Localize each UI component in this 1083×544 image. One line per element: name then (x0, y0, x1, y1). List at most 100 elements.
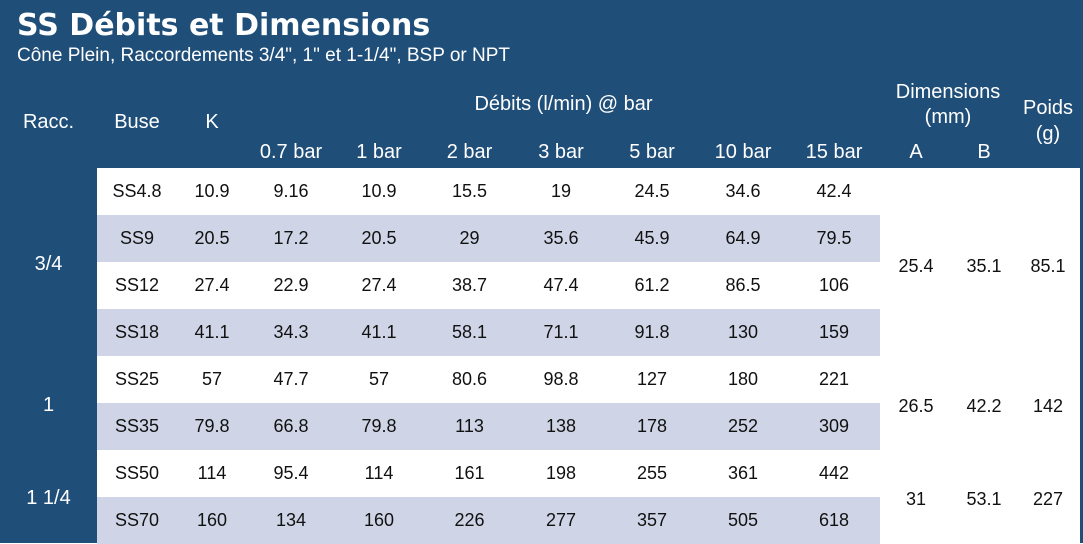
flow-0-7-cell: 17.2 (273, 228, 309, 248)
table-row: SS18 41.1 34.3 41.1 58.1 71.1 91.8 130 159 (97, 309, 880, 356)
flow-1-cell: 41.1 (361, 322, 397, 342)
buse-cell: SS12 (114, 275, 160, 295)
table-row: SS9 20.5 17.2 20.5 29 35.6 45.9 64.9 79.5 (97, 215, 880, 262)
header-dimensions: Dimensions (895, 81, 1001, 103)
flow-1-cell: 27.4 (361, 275, 397, 295)
header-racc: Racc. (22, 111, 75, 133)
buse-cell: SS18 (114, 322, 160, 342)
header-pressure-10: 10 bar (714, 141, 772, 163)
page-title: SS Débits et Dimensions (17, 8, 431, 43)
k-cell: 20.5 (194, 228, 230, 248)
racc-label-3-4: 3/4 (34, 253, 63, 275)
flow-2-cell: 38.7 (451, 275, 488, 295)
flow-5-cell: 255 (636, 463, 668, 483)
flow-5-cell: 24.5 (634, 181, 670, 201)
flow-5-cell: 357 (636, 510, 668, 530)
buse-cell: SS4.8 (112, 181, 162, 201)
flow-15-cell: 79.5 (816, 228, 852, 248)
flow-2-cell: 15.5 (451, 181, 488, 201)
flow-3-cell: 198 (545, 463, 577, 483)
flow-0-7-cell: 47.7 (273, 369, 309, 389)
flow-2-cell: 161 (454, 463, 485, 483)
buse-cell: SS35 (114, 416, 160, 436)
flow-0-7-cell: 95.4 (273, 463, 309, 483)
table-row: SS12 27.4 22.9 27.4 38.7 47.4 61.2 86.5 106 (97, 262, 880, 309)
header-dim-b: B (977, 141, 991, 163)
flow-15-cell: 221 (818, 369, 850, 389)
flow-5-cell: 178 (636, 416, 668, 436)
flow-3-cell: 19 (550, 181, 572, 201)
right-border (1080, 168, 1083, 543)
flow-0-7-cell: 34.3 (273, 322, 309, 342)
header-pressure-2: 2 bar (446, 141, 493, 163)
flow-1-cell: 10.9 (361, 181, 397, 201)
dim-b-group-2: 42.2 (966, 396, 1002, 416)
buse-cell: SS50 (114, 463, 160, 483)
flow-1-cell: 160 (363, 510, 395, 530)
buse-cell: SS70 (114, 510, 160, 530)
flow-5-cell: 91.8 (634, 322, 670, 342)
racc-label-1-1-4: 1 1/4 (26, 487, 71, 509)
table-row: SS50 114 95.4 114 161 198 255 361 442 (97, 450, 880, 497)
header-pressure-1: 1 bar (356, 141, 402, 163)
flow-15-cell: 159 (818, 322, 850, 342)
flow-5-cell: 127 (636, 369, 668, 389)
flow-2-cell: 80.6 (451, 369, 488, 389)
flow-3-cell: 277 (545, 510, 577, 530)
flow-3-cell: 35.6 (543, 228, 579, 248)
poids-group-2: 142 (1032, 396, 1064, 416)
flow-2-cell: 113 (455, 416, 484, 436)
k-cell: 27.4 (194, 275, 230, 295)
flow-2-cell: 226 (454, 510, 485, 530)
k-cell: 57 (201, 369, 223, 389)
header-pressure-15: 15 bar (805, 141, 863, 163)
header-buse: Buse (114, 111, 160, 133)
header-pressure-0-7: 0.7 bar (259, 141, 323, 163)
flow-5-cell: 45.9 (634, 228, 670, 248)
dim-a-group-3: 31 (905, 489, 927, 509)
flow-10-cell: 252 (727, 416, 759, 436)
racc-label-1: 1 (42, 394, 55, 416)
flow-0-7-cell: 9.16 (273, 181, 309, 201)
header-pressure-5: 5 bar (629, 141, 675, 163)
flow-0-7-cell: 22.9 (273, 275, 309, 295)
racc-column (0, 168, 97, 543)
flow-10-cell: 180 (727, 369, 759, 389)
header-poids: Poids (1022, 97, 1074, 119)
flow-0-7-cell: 66.8 (273, 416, 309, 436)
flow-10-cell: 34.6 (725, 181, 761, 201)
flow-10-cell: 64.9 (725, 228, 761, 248)
table-row: SS70 160 134 160 226 277 357 505 618 (97, 497, 880, 544)
poids-group-1: 85.1 (1030, 256, 1066, 276)
buse-cell: SS9 (119, 228, 155, 248)
k-cell: 160 (196, 510, 228, 530)
flow-3-cell: 98.8 (543, 369, 579, 389)
flow-3-cell: 138 (545, 416, 577, 436)
flow-15-cell: 309 (818, 416, 850, 436)
dim-a-group-1: 25.4 (898, 256, 934, 276)
flow-5-cell: 61.2 (634, 275, 670, 295)
flow-1-cell: 57 (368, 369, 390, 389)
flow-1-cell: 79.8 (361, 416, 397, 436)
header-dim-a: A (909, 141, 923, 163)
flow-10-cell: 86.5 (725, 275, 761, 295)
table-header: SS Débits et Dimensions Cône Plein, Racc… (0, 0, 1083, 168)
flow-15-cell: 618 (818, 510, 850, 530)
dim-a-group-2: 26.5 (898, 396, 934, 416)
header-debits: Débits (l/min) @ bar (474, 93, 653, 115)
flow-1-cell: 114 (364, 463, 394, 483)
header-poids-unit: (g) (1035, 123, 1061, 145)
dim-b-group-3: 53.1 (966, 489, 1002, 509)
header-k: K (205, 111, 219, 133)
flow-2-cell: 58.1 (451, 322, 488, 342)
header-pressure-3: 3 bar (538, 141, 584, 163)
table-row: SS4.8 10.9 9.16 10.9 15.5 19 24.5 34.6 42.4 (97, 168, 880, 215)
table-row: SS35 79.8 66.8 79.8 113 138 178 252 309 (97, 403, 880, 450)
flow-10-cell: 130 (727, 322, 759, 342)
buse-cell: SS25 (114, 369, 160, 389)
flow-3-cell: 71.1 (543, 322, 579, 342)
flow-3-cell: 47.4 (543, 275, 579, 295)
k-cell: 41.1 (194, 322, 230, 342)
poids-group-3: 227 (1032, 489, 1064, 509)
